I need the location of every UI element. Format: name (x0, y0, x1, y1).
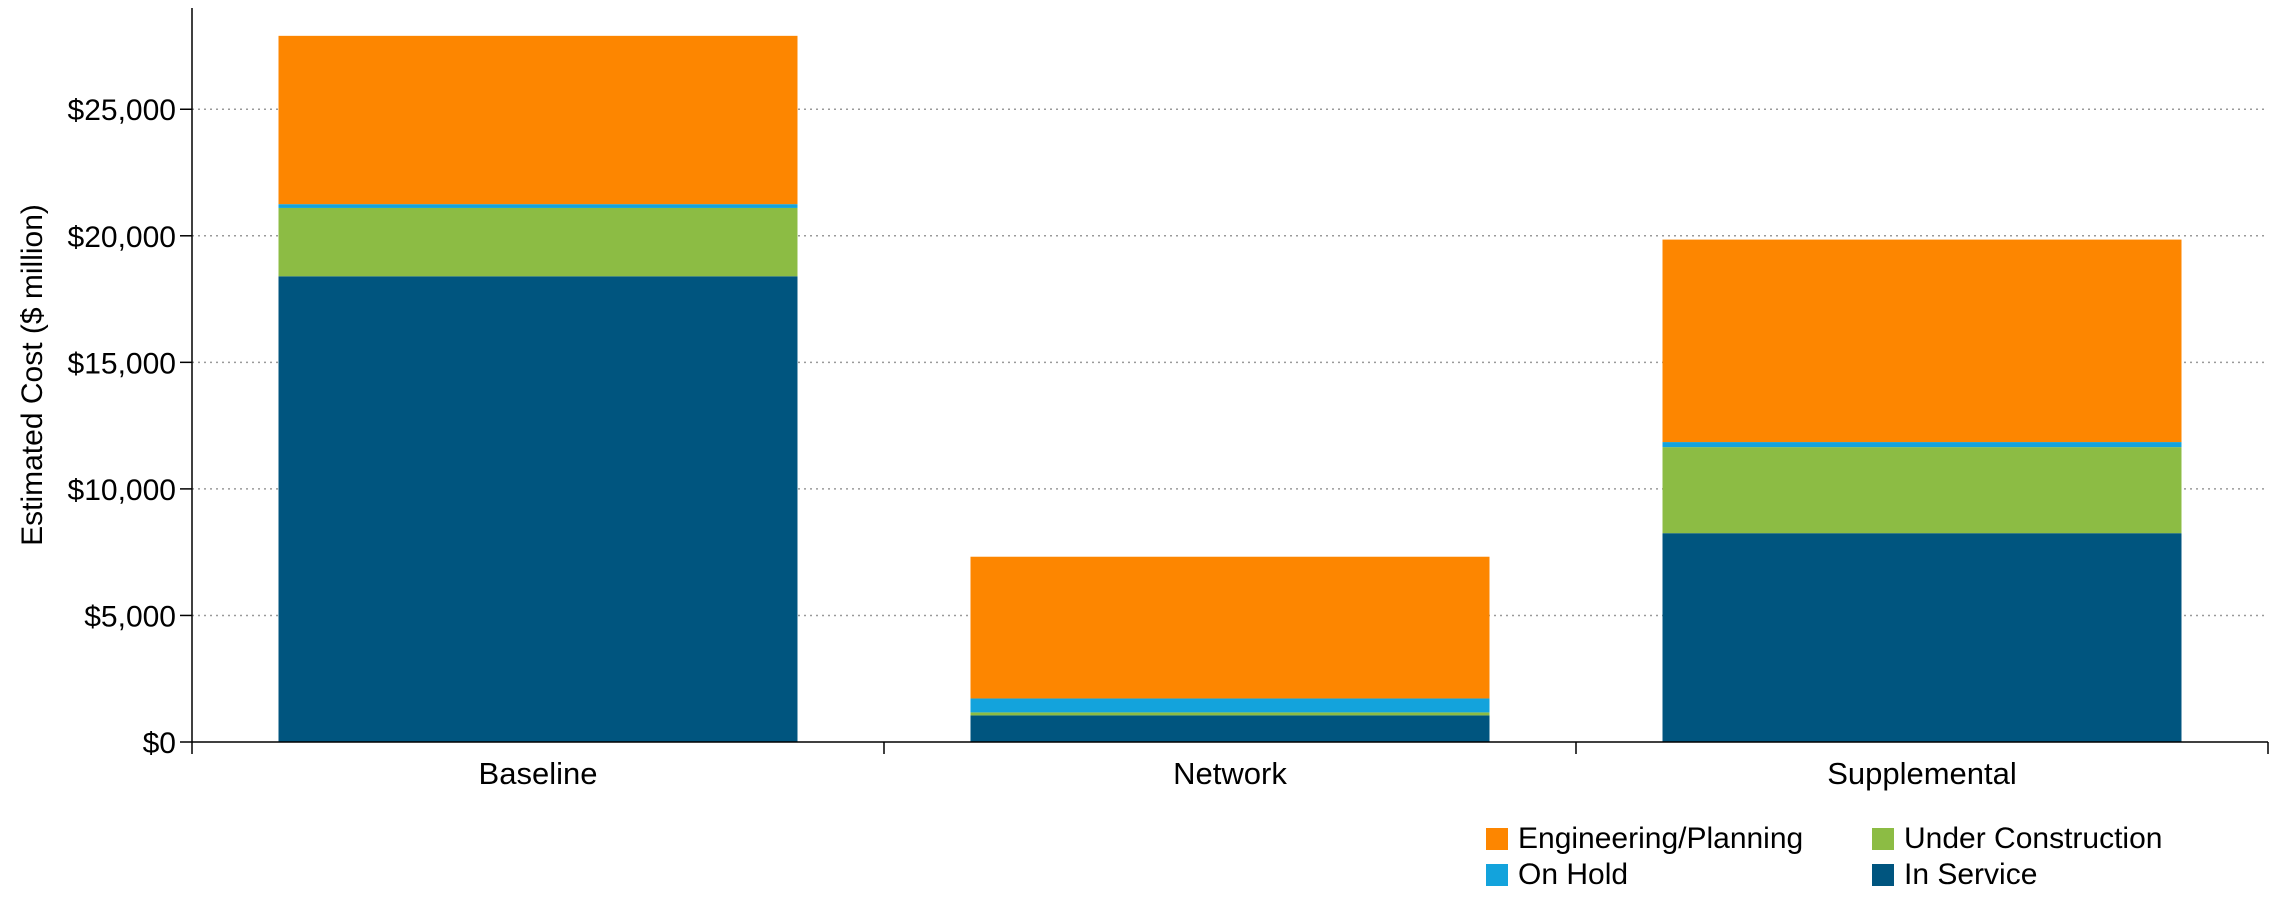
bar-baseline-under-construction (278, 207, 798, 277)
legend-label-in-service: In Service (1904, 858, 2038, 891)
legend-swatch-in-service (1872, 864, 1894, 886)
legend-item-on-hold: On Hold (1486, 858, 1628, 892)
y-tick-label: $5,000 (84, 600, 176, 633)
bar-supplemental-on-hold (1662, 442, 2182, 448)
bar-supplemental-engineering-planning (1662, 239, 2182, 443)
bar-supplemental-under-construction (1662, 447, 2182, 534)
legend-item-engineering-planning: Engineering/Planning (1486, 822, 1803, 856)
legend-label-under-construction: Under Construction (1904, 822, 2163, 855)
y-tick-label: $10,000 (68, 474, 176, 507)
y-tick-label: $20,000 (68, 221, 176, 254)
bar-supplemental-in-service (1662, 533, 2182, 742)
x-tick-label-network: Network (1173, 756, 1287, 791)
legend: Engineering/Planning Under Construction … (1480, 816, 2260, 892)
legend-swatch-under-construction (1872, 828, 1894, 850)
y-tick-label: $0 (143, 727, 176, 760)
axis-labels: $0 $5,000 $10,000 $15,000 $20,000 $25,000 Base… (16, 94, 2017, 791)
x-tick-label-baseline: Baseline (479, 756, 598, 791)
x-tick-label-supplemental: Supplemental (1827, 756, 2017, 791)
bar-network-under-construction (970, 712, 1490, 716)
bars (278, 35, 2182, 742)
legend-swatch-engineering-planning (1486, 828, 1508, 850)
y-tick-label: $25,000 (68, 94, 176, 127)
legend-item-under-construction: Under Construction (1872, 822, 2162, 856)
axes (180, 8, 2269, 754)
bar-network-in-service (970, 715, 1490, 742)
legend-label-engineering-planning: Engineering/Planning (1518, 822, 1804, 855)
bar-network-on-hold (970, 698, 1490, 713)
legend-item-in-service: In Service (1872, 858, 2037, 892)
legend-label-on-hold: On Hold (1518, 858, 1629, 891)
y-tick-label: $15,000 (68, 347, 176, 380)
bar-baseline-on-hold (278, 204, 798, 208)
bar-network-engineering-planning (970, 556, 1490, 699)
y-axis-title: Estimated Cost ($ million) (16, 204, 49, 546)
legend-swatch-on-hold (1486, 864, 1508, 886)
bar-baseline-engineering-planning (278, 35, 798, 205)
bar-baseline-in-service (278, 276, 798, 742)
